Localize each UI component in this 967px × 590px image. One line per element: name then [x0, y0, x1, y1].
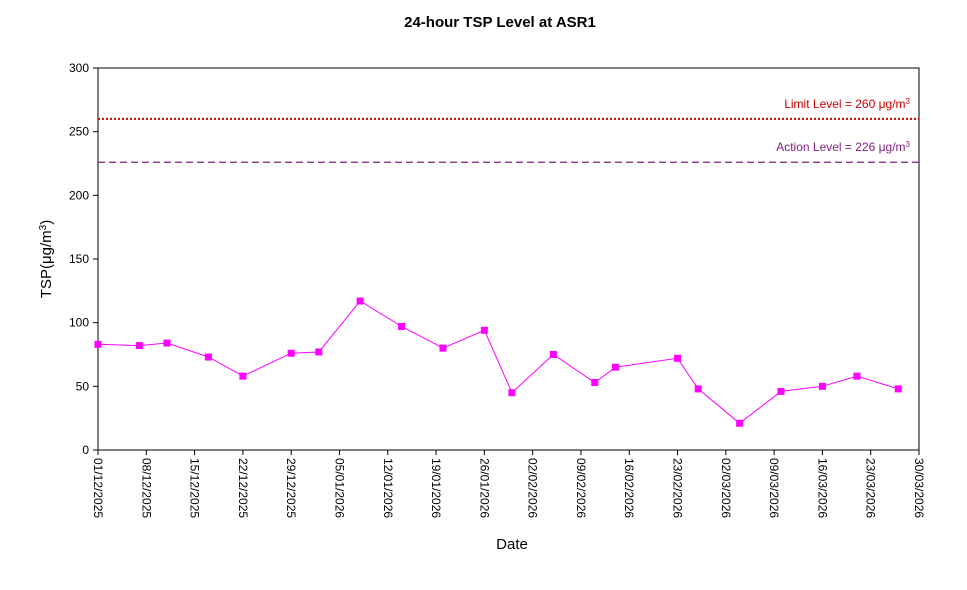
data-point: [818, 382, 826, 390]
y-axis: 0 50 100 150 200 250 300: [69, 61, 98, 457]
x-tick-label: 16/02/2026: [622, 458, 636, 518]
chart-title: 24-hour TSP Level at ASR1: [404, 14, 596, 31]
x-tick-label: 23/02/2026: [671, 458, 685, 518]
y-tick-label: 200: [69, 188, 89, 202]
data-point: [480, 326, 488, 334]
x-tick-label: 09/02/2026: [574, 458, 588, 518]
x-tick-label: 26/01/2026: [477, 458, 491, 518]
y-tick-label: 0: [82, 443, 89, 457]
x-tick-label: 05/01/2026: [332, 458, 346, 518]
data-point: [239, 372, 247, 380]
x-tick-label: 01/12/2025: [91, 458, 105, 518]
x-tick-label: 09/03/2026: [767, 458, 781, 518]
x-tick-label: 30/03/2026: [912, 458, 926, 518]
data-point: [204, 353, 212, 361]
x-tick-label: 12/01/2026: [381, 458, 395, 518]
x-axis: 01/12/2025 08/12/2025 15/12/2025 22/12/2025…: [91, 450, 926, 518]
data-point: [549, 351, 557, 358]
x-tick-label: 19/01/2026: [429, 458, 443, 518]
x-tick-label: 16/03/2026: [815, 458, 829, 518]
data-point: [736, 419, 744, 427]
data-point: [694, 385, 702, 393]
series-line: [97, 300, 899, 424]
series-group: [94, 297, 902, 427]
x-tick-label: 15/12/2025: [188, 458, 202, 518]
action-level-label: Action Level = 226 μg/m3: [776, 140, 910, 155]
x-tick-label: 08/12/2025: [139, 458, 153, 518]
y-axis-label: TSP(μg/m3): [38, 220, 56, 298]
limit-level-label: Limit Level = 260 μg/m3: [784, 96, 910, 111]
y-tick-label: 250: [69, 125, 89, 139]
x-tick-label: 22/12/2025: [236, 458, 250, 518]
data-point: [508, 389, 516, 397]
x-tick-label: 23/03/2026: [864, 458, 878, 518]
data-point: [135, 342, 143, 350]
data-point: [591, 379, 599, 387]
y-tick-label: 50: [76, 379, 90, 393]
y-tick-label: 100: [69, 316, 89, 330]
data-point: [163, 339, 171, 347]
data-point: [674, 354, 682, 362]
data-point: [398, 322, 406, 330]
data-point: [356, 297, 364, 305]
data-point: [777, 387, 785, 395]
data-point: [611, 363, 619, 371]
data-point: [287, 349, 295, 357]
y-tick-label: 300: [69, 61, 89, 75]
data-point: [853, 372, 861, 380]
y-tick-label: 150: [69, 252, 89, 266]
reference-lines: Limit Level = 260 μg/m3 Action Level = 22…: [98, 96, 919, 163]
data-point: [315, 348, 323, 356]
x-tick-label: 02/03/2026: [719, 458, 733, 518]
data-point: [439, 344, 447, 352]
data-point: [894, 385, 902, 393]
data-point: [94, 340, 102, 348]
x-axis-label: Date: [496, 536, 528, 553]
x-tick-label: 29/12/2025: [284, 458, 298, 518]
x-tick-label: 02/02/2026: [526, 458, 540, 518]
